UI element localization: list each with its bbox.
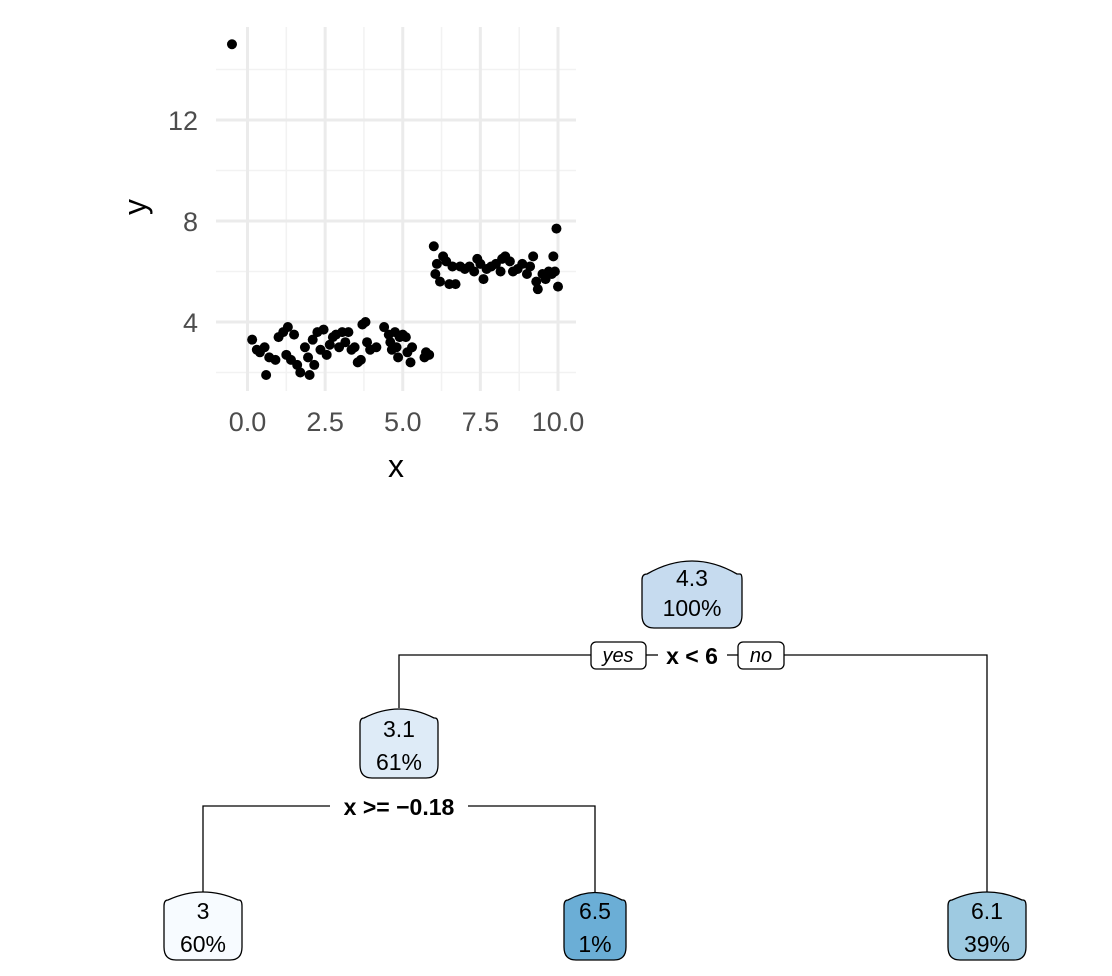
data-point xyxy=(295,367,306,378)
node-value: 3 xyxy=(197,898,210,924)
data-point xyxy=(362,337,373,348)
data-point xyxy=(478,274,489,285)
data-point xyxy=(391,342,402,353)
edge-root-right xyxy=(784,654,988,898)
y-tick-label: 8 xyxy=(183,207,198,237)
data-point xyxy=(504,256,515,267)
data-point xyxy=(553,281,563,292)
data-point xyxy=(517,258,528,269)
node-value: 4.3 xyxy=(676,565,708,591)
data-point xyxy=(309,359,320,370)
data-point xyxy=(531,276,542,287)
data-point xyxy=(307,334,318,345)
data-point xyxy=(430,269,441,280)
node-percent: 60% xyxy=(180,931,226,957)
data-point xyxy=(303,352,314,363)
data-point xyxy=(226,39,237,50)
tree-node-leaf1: 3 60% xyxy=(163,891,243,961)
data-point xyxy=(270,354,281,365)
data-point xyxy=(371,342,382,353)
yes-tag xyxy=(590,641,647,670)
node-value: 3.1 xyxy=(383,716,415,742)
x-tick-label: 0.0 xyxy=(229,407,267,437)
data-point xyxy=(282,322,293,333)
tree-node-root: 4.3 100% xyxy=(641,560,743,629)
data-point xyxy=(551,223,562,234)
data-point xyxy=(528,251,539,262)
x-axis-title: x xyxy=(388,448,404,484)
y-tick-label: 4 xyxy=(183,308,198,338)
node-percent: 61% xyxy=(376,749,422,775)
yes-label: yes xyxy=(600,645,633,667)
no-tag xyxy=(737,641,785,670)
node-shape xyxy=(163,891,243,961)
tree-split-root: yes x < 6 no xyxy=(590,641,785,670)
data-point xyxy=(304,370,315,381)
data-point xyxy=(450,279,461,290)
node-value: 6.1 xyxy=(971,898,1003,924)
no-label: no xyxy=(750,645,772,667)
data-point xyxy=(495,266,506,277)
data-point xyxy=(447,261,458,272)
data-point xyxy=(355,354,366,365)
data-point xyxy=(292,359,303,370)
tree-edges xyxy=(202,654,988,898)
data-point xyxy=(431,258,442,269)
data-point xyxy=(405,357,416,368)
node-percent: 39% xyxy=(964,931,1010,957)
data-point xyxy=(324,339,335,350)
data-point xyxy=(549,266,560,277)
split-condition-root: x < 6 xyxy=(666,643,718,669)
data-point xyxy=(532,284,543,295)
node-shape xyxy=(563,891,627,961)
data-point xyxy=(247,334,258,345)
x-tick-label: 2.5 xyxy=(306,407,344,437)
node-percent: 100% xyxy=(663,595,722,621)
data-point xyxy=(521,269,532,280)
tree-node-leaf2: 6.5 1% xyxy=(563,891,627,961)
y-axis-ticks: 4 8 12 xyxy=(168,106,198,338)
data-point xyxy=(299,342,310,353)
scatter-plot: 0.0 2.5 5.0 7.5 10.0 4 8 12 x y xyxy=(117,27,585,484)
x-axis-ticks: 0.0 2.5 5.0 7.5 10.0 xyxy=(229,407,585,437)
data-point xyxy=(340,337,351,348)
data-point xyxy=(407,342,418,353)
node-shape xyxy=(359,708,439,779)
data-points xyxy=(226,39,563,381)
edge-left-leaf1 xyxy=(202,805,330,898)
node-shape xyxy=(947,891,1027,961)
tree-node-left: 3.1 61% xyxy=(359,708,439,779)
data-point xyxy=(318,324,329,335)
data-point xyxy=(321,349,332,360)
data-point xyxy=(259,342,270,353)
y-axis-title: y xyxy=(117,199,153,215)
data-point xyxy=(435,276,446,287)
data-point xyxy=(393,352,404,363)
data-point xyxy=(469,266,480,277)
x-tick-label: 10.0 xyxy=(532,407,585,437)
tree-node-leaf3: 6.1 39% xyxy=(947,891,1027,961)
data-point xyxy=(525,261,536,272)
data-point xyxy=(379,322,390,333)
y-tick-label: 12 xyxy=(168,106,198,136)
node-value: 6.5 xyxy=(579,898,611,924)
split-condition-left: x >= −0.18 xyxy=(344,794,455,820)
edge-left-leaf2 xyxy=(468,805,596,898)
node-percent: 1% xyxy=(578,931,611,957)
x-tick-label: 7.5 xyxy=(462,407,500,437)
data-point xyxy=(548,251,559,262)
data-point xyxy=(349,342,360,353)
data-point xyxy=(289,329,300,340)
edge-root-left xyxy=(398,654,591,708)
data-point xyxy=(360,317,371,327)
x-tick-label: 5.0 xyxy=(384,407,422,437)
data-point xyxy=(400,332,411,343)
data-point xyxy=(261,370,272,381)
data-point xyxy=(424,349,435,360)
data-point xyxy=(343,327,354,338)
data-point xyxy=(428,241,439,252)
node-shape xyxy=(641,560,743,629)
